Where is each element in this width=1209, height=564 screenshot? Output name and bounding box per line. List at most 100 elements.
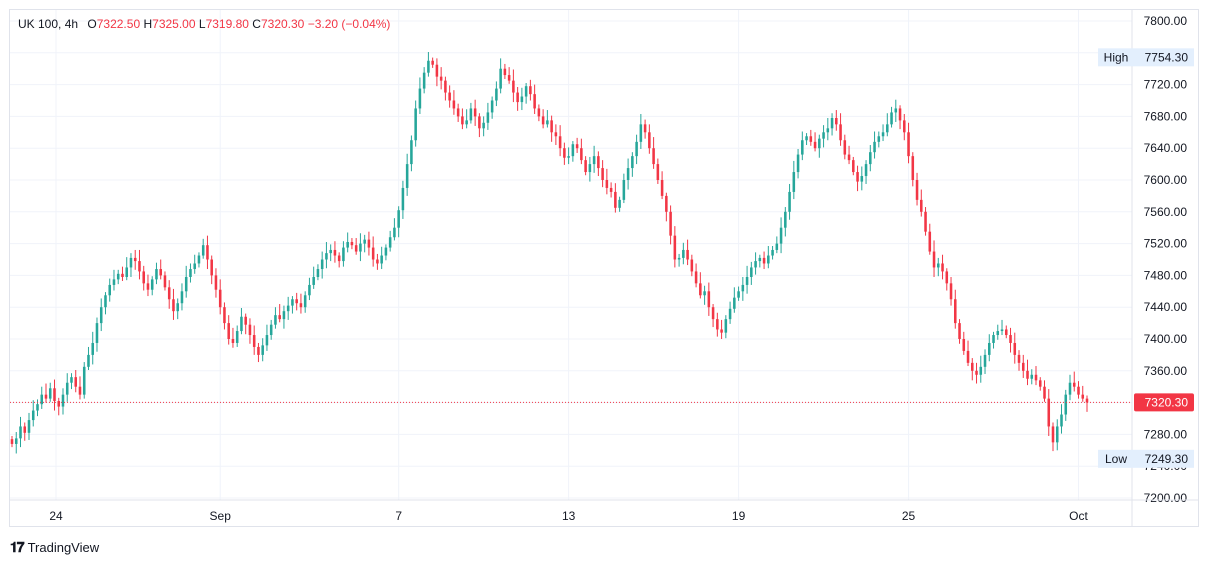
low-label: L <box>198 17 206 31</box>
candle-body <box>303 295 307 308</box>
candle-body <box>189 269 192 277</box>
candle-body <box>792 172 796 192</box>
tradingview-branding[interactable]: 𝟏𝟕 TradingView <box>10 539 99 556</box>
candle-body <box>422 72 426 89</box>
candle-body <box>503 68 507 76</box>
candle-body <box>320 259 324 270</box>
candle-body <box>720 329 723 333</box>
candle-body <box>682 249 685 258</box>
candle-body <box>996 331 1000 336</box>
candle-body <box>439 76 443 81</box>
candle-body <box>397 210 400 228</box>
candle-body <box>295 299 298 304</box>
candle-body <box>108 284 112 296</box>
candle-body <box>805 136 808 141</box>
candle-body <box>206 245 209 260</box>
candle-body <box>269 324 273 336</box>
price-marker-bg <box>1098 48 1194 67</box>
candle-body <box>546 120 549 125</box>
candle-body <box>839 124 842 141</box>
candle-body <box>473 108 477 117</box>
candle-body <box>903 120 906 133</box>
candle-body <box>359 243 362 252</box>
candle-body <box>809 136 813 142</box>
candle-body <box>975 370 978 375</box>
candle-body <box>886 124 889 133</box>
close-label: C <box>252 17 261 31</box>
candle-body <box>554 132 558 137</box>
candle-body <box>563 148 566 158</box>
candle-body <box>274 315 277 325</box>
candle-body <box>456 108 460 117</box>
candle-body <box>448 92 451 101</box>
candle-body <box>312 276 315 285</box>
candle-body <box>869 152 872 165</box>
candle-body <box>401 187 405 211</box>
candle-body <box>125 267 128 277</box>
candle-body <box>142 271 145 284</box>
candle-body <box>741 284 745 292</box>
candle-body <box>516 92 519 103</box>
candle-body <box>1055 426 1059 443</box>
x-tick-label: 24 <box>49 509 63 523</box>
candle-body <box>257 346 260 355</box>
candle-body <box>550 120 553 133</box>
candle-body <box>796 154 800 173</box>
candle-body <box>928 231 932 252</box>
candle-body <box>945 271 949 284</box>
candle-body <box>1017 354 1021 363</box>
candle-body <box>376 259 379 264</box>
candle-body <box>767 255 770 264</box>
x-tick-label: 25 <box>902 509 916 523</box>
candle-body <box>414 108 417 141</box>
candlestick-chart[interactable]: 7200.007240.007280.007320.007360.007400.… <box>0 0 1209 530</box>
candle-body <box>894 108 898 113</box>
candle-body <box>427 60 430 73</box>
candle-body <box>665 195 668 212</box>
candle-body <box>1013 342 1017 355</box>
candle-body <box>346 242 349 248</box>
candle-body <box>435 64 439 77</box>
candle-body <box>911 156 915 180</box>
candle-body <box>750 267 753 277</box>
candle-body <box>231 339 235 343</box>
candle-body <box>223 307 226 324</box>
candle-body <box>1081 394 1085 399</box>
candle-body <box>235 331 239 343</box>
candle-body <box>605 180 609 188</box>
candle-body <box>384 247 388 256</box>
candle-body <box>155 269 158 280</box>
candle-body <box>711 307 715 320</box>
candle-body <box>1051 426 1055 443</box>
candle-body <box>350 242 354 246</box>
candle-body <box>146 283 150 290</box>
candle-body <box>329 249 332 254</box>
candle-body <box>643 124 647 133</box>
candle-body <box>775 243 779 250</box>
price-marker-label: High <box>1104 50 1129 64</box>
candle-body <box>575 144 579 149</box>
candle-body <box>920 199 923 212</box>
candle-body <box>1068 382 1072 395</box>
candle-body <box>954 299 957 324</box>
candle-body <box>210 259 213 276</box>
candle-body <box>244 316 247 325</box>
candle-body <box>418 88 422 109</box>
candle-body <box>873 141 876 153</box>
price-marker-label: Low <box>1105 452 1127 466</box>
candle-body <box>1009 335 1012 343</box>
candle-body <box>690 259 694 272</box>
candle-body <box>626 168 630 180</box>
candle-body <box>410 140 413 165</box>
candle-body <box>520 96 524 103</box>
candle-body <box>635 141 638 157</box>
candle-body <box>499 68 502 89</box>
candle-body <box>163 275 167 288</box>
candle-body <box>669 211 672 236</box>
candle-body <box>660 180 664 196</box>
candle-body <box>580 148 583 161</box>
y-tick-label: 7680.00 <box>1144 109 1188 123</box>
candle-body <box>452 100 456 109</box>
candle-body <box>14 438 18 444</box>
candle-body <box>316 269 320 277</box>
